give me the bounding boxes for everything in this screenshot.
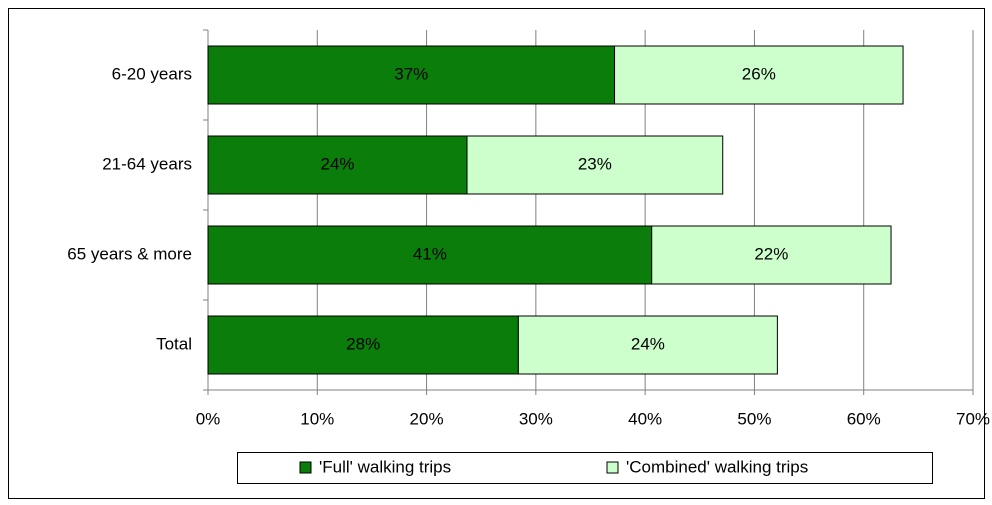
data-label: 24% xyxy=(631,334,665,353)
data-label: 22% xyxy=(754,244,788,263)
data-label: 37% xyxy=(394,64,428,83)
legend-swatch xyxy=(299,461,312,474)
bar-segment xyxy=(614,45,904,105)
bar-segment xyxy=(207,225,653,285)
legend-label: 'Combined' walking trips xyxy=(626,457,808,476)
bar-segment xyxy=(517,315,778,375)
x-tick-label: 70% xyxy=(956,409,990,428)
legend-label: 'Full' walking trips xyxy=(319,457,451,476)
x-tick-label: 50% xyxy=(737,409,771,428)
bar-segment xyxy=(651,225,892,285)
x-tick-label: 20% xyxy=(410,409,444,428)
data-label: 26% xyxy=(742,64,776,83)
bar-segment xyxy=(207,45,616,105)
legend-swatch xyxy=(606,461,619,474)
x-tick-label: 40% xyxy=(628,409,662,428)
y-tick-label: Total xyxy=(156,334,192,353)
data-label: 41% xyxy=(413,244,447,263)
y-tick-label: 21-64 years xyxy=(102,154,192,173)
chart-border xyxy=(8,8,985,499)
bar-segment xyxy=(207,315,519,375)
x-tick-label: 10% xyxy=(300,409,334,428)
data-label: 23% xyxy=(578,154,612,173)
legend-box xyxy=(237,452,933,484)
y-tick-label: 6-20 years xyxy=(112,64,192,83)
x-tick-label: 0% xyxy=(196,409,221,428)
x-tick-label: 60% xyxy=(847,409,881,428)
y-tick-label: 65 years & more xyxy=(67,244,192,263)
bar-segment xyxy=(466,135,724,195)
data-label: 28% xyxy=(346,334,380,353)
data-label: 24% xyxy=(320,154,354,173)
x-tick-label: 30% xyxy=(519,409,553,428)
